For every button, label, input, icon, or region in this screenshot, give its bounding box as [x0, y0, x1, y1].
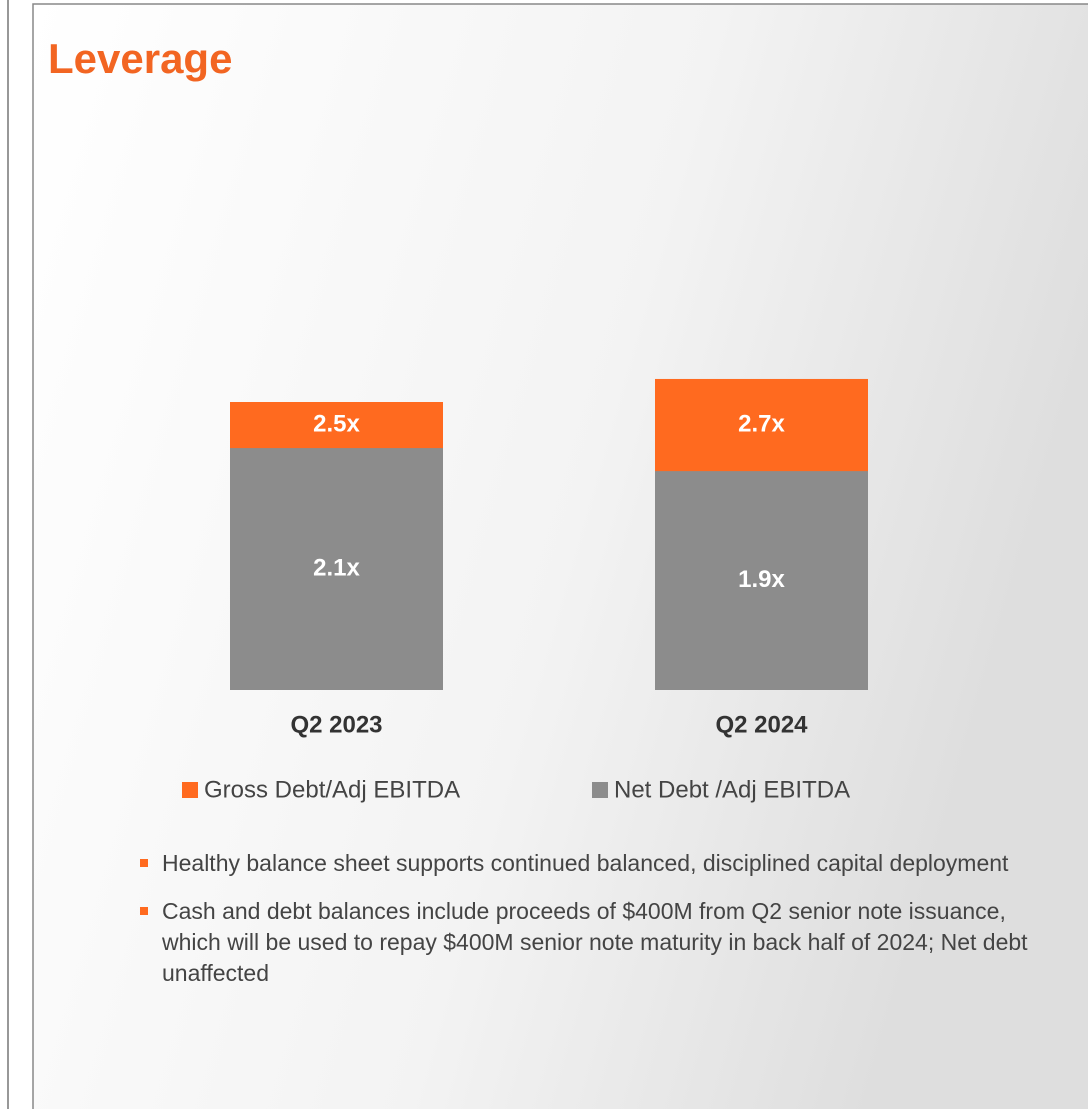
plot: 2.5x 2.1x Q2 2023 2.7x 1.9x Q2 2024 Gross Debt… [182, 378, 868, 803]
slide-background [32, 3, 1088, 1109]
slide-title: Leverage [48, 35, 232, 82]
bullet-list: Healthy balance sheet supports continued… [140, 848, 1062, 1006]
value-label: 2.5x [313, 410, 360, 437]
x-tick-label: Q2 2023 [290, 711, 382, 738]
legend-swatch [592, 782, 608, 798]
legend-swatch [182, 782, 198, 798]
bar [655, 471, 868, 690]
legend-label: Net Debt /Adj EBITDA [614, 776, 850, 803]
value-label: 2.7x [738, 410, 785, 437]
bullet: Cash and debt balances include proceeds … [140, 896, 1062, 989]
x-tick-label: Q2 2024 [715, 711, 808, 738]
bar [230, 448, 443, 690]
value-label: 2.1x [313, 554, 360, 581]
legend-label: Gross Debt/Adj EBITDA [204, 776, 460, 803]
value-label: 1.9x [738, 566, 785, 593]
bullet: Healthy balance sheet supports continued… [140, 848, 1062, 879]
